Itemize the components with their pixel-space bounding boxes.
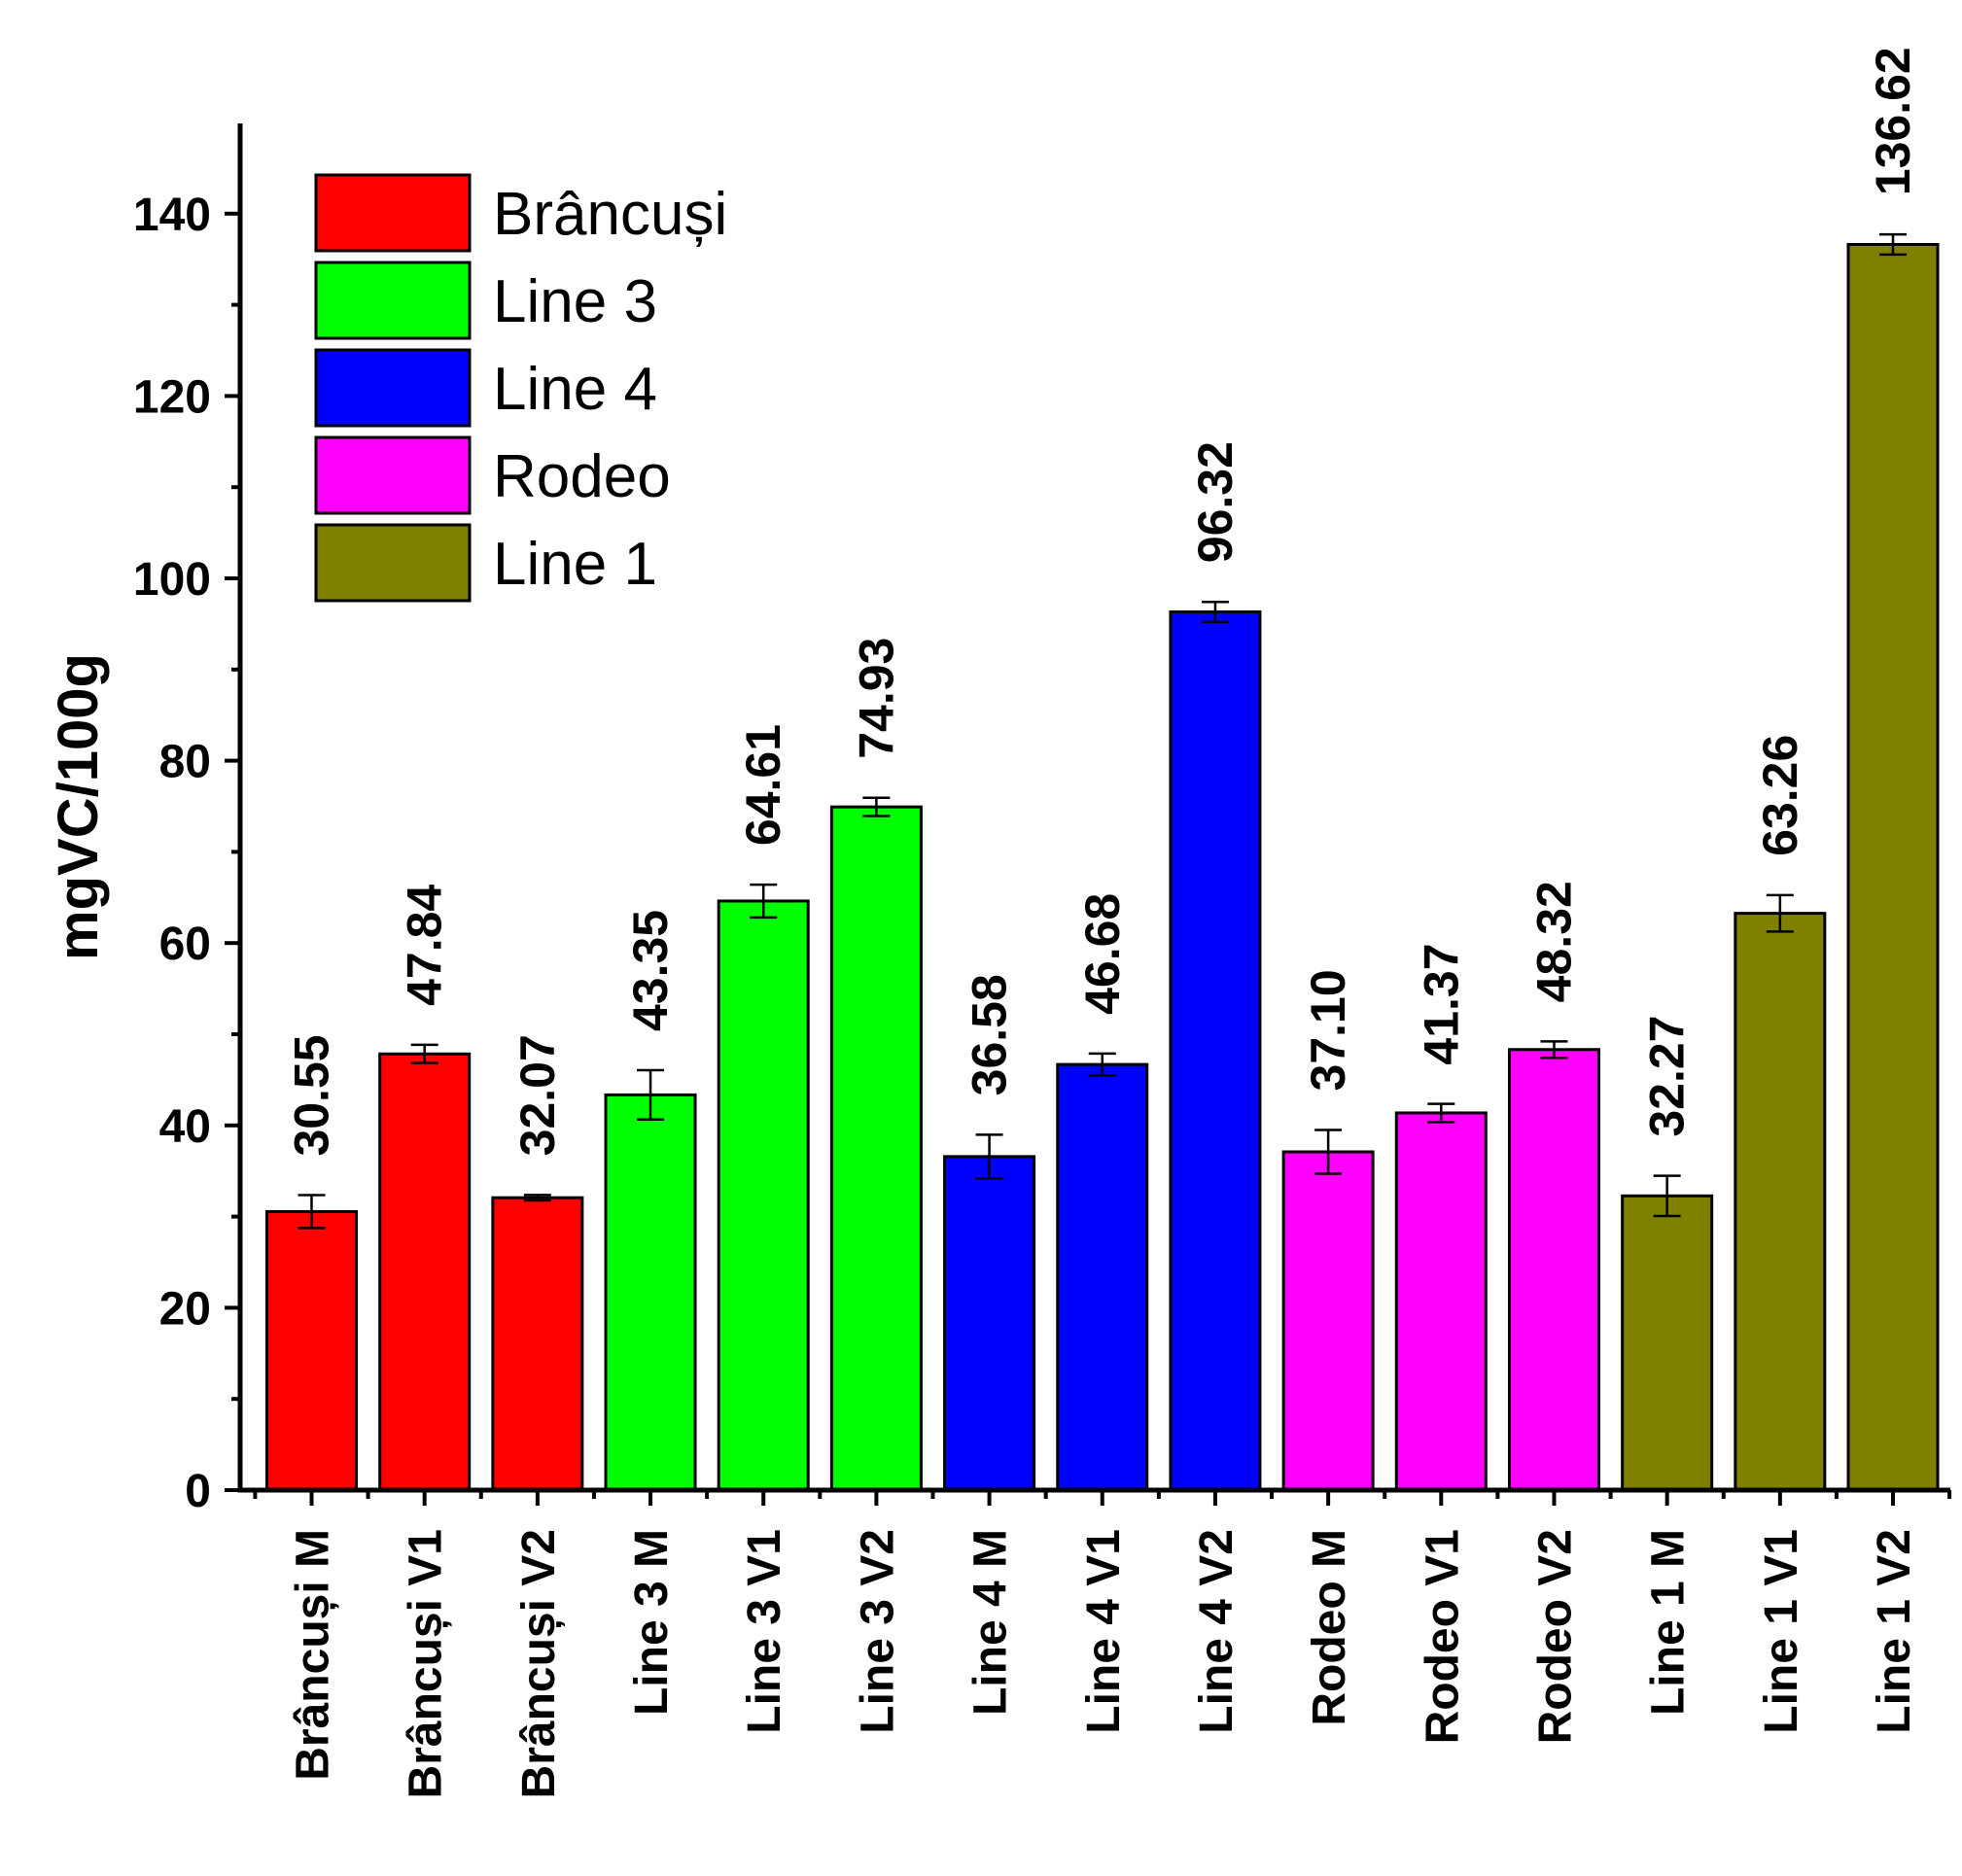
bar bbox=[1394, 1111, 1488, 1492]
value-label: 36.58 bbox=[963, 974, 1017, 1095]
x-category-label: Rodeo V1 bbox=[1417, 1529, 1468, 1744]
value-label: 64.61 bbox=[736, 724, 790, 846]
value-label: 30.55 bbox=[285, 1034, 339, 1156]
bar bbox=[829, 805, 923, 1492]
x-category-label: Brâncuși M bbox=[288, 1529, 339, 1781]
x-category-label: Line 1 M bbox=[1643, 1529, 1695, 1716]
legend-label: Brâncuși bbox=[493, 181, 727, 248]
legend-swatch bbox=[314, 435, 472, 515]
legend-label: Line 1 bbox=[493, 531, 657, 598]
bar bbox=[1281, 1150, 1375, 1492]
y-tick-label: 0 bbox=[185, 1466, 211, 1517]
legend-swatch bbox=[314, 261, 472, 340]
bar bbox=[1846, 243, 1940, 1492]
value-label: 74.93 bbox=[849, 638, 903, 759]
value-label: 48.32 bbox=[1526, 881, 1581, 1002]
value-label: 37.10 bbox=[1301, 969, 1355, 1091]
value-label: 47.84 bbox=[398, 885, 452, 1006]
bar bbox=[265, 1209, 358, 1492]
bar bbox=[1734, 912, 1827, 1492]
y-tick-label: 60 bbox=[159, 919, 211, 970]
value-label: 136.62 bbox=[1866, 47, 1920, 195]
x-category-label: Line 3 V2 bbox=[852, 1529, 903, 1734]
value-label: 41.37 bbox=[1414, 943, 1468, 1064]
x-category-label: Line 4 V1 bbox=[1078, 1529, 1130, 1734]
x-category-label: Line 3 M bbox=[626, 1529, 678, 1716]
y-tick-label: 40 bbox=[159, 1101, 211, 1153]
value-label: 63.26 bbox=[1753, 735, 1807, 856]
value-label: 46.68 bbox=[1075, 893, 1130, 1015]
y-tick-label: 100 bbox=[133, 554, 211, 606]
bar bbox=[491, 1196, 584, 1492]
bar bbox=[604, 1093, 697, 1492]
x-category-label: Rodeo V2 bbox=[1529, 1529, 1581, 1744]
x-category-label: Line 4 V2 bbox=[1191, 1529, 1243, 1734]
value-label: 96.32 bbox=[1188, 441, 1243, 563]
bar bbox=[717, 899, 810, 1492]
x-category-label: Line 3 V1 bbox=[739, 1529, 790, 1734]
value-label: 32.27 bbox=[1640, 1016, 1695, 1137]
x-category-label: Line 4 M bbox=[965, 1529, 1017, 1716]
x-category-label: Brâncuși V1 bbox=[401, 1529, 452, 1798]
bar bbox=[943, 1155, 1036, 1492]
y-tick-label: 80 bbox=[159, 737, 211, 788]
legend-swatch bbox=[314, 348, 472, 428]
x-category-label: Brâncuși V2 bbox=[513, 1529, 565, 1798]
y-tick-label: 20 bbox=[159, 1283, 211, 1335]
x-category-label: Line 1 V1 bbox=[1756, 1529, 1807, 1734]
x-category-label: Line 1 V2 bbox=[1869, 1529, 1920, 1734]
value-label: 32.07 bbox=[510, 1034, 565, 1156]
bar bbox=[1507, 1048, 1600, 1492]
bar bbox=[1169, 610, 1262, 1492]
bar bbox=[378, 1052, 472, 1492]
legend-label: Rodeo bbox=[493, 443, 671, 510]
y-tick-label: 140 bbox=[133, 190, 211, 241]
axes-layer: 0 20 40 60 80 100 120 140 Brâncuși M Brâncuși V1 B… bbox=[133, 123, 1952, 1798]
bars-layer: 30.55 47.84 32.07 43.35 64.61 74.93 36.58 46.68… bbox=[265, 47, 1940, 1492]
legend-swatch bbox=[314, 173, 472, 253]
bar bbox=[1056, 1062, 1149, 1492]
legend-label: Line 4 bbox=[493, 356, 657, 423]
bar bbox=[1621, 1194, 1714, 1492]
legend-label: Line 3 bbox=[493, 268, 657, 335]
y-tick-label: 120 bbox=[133, 371, 211, 423]
legend-swatch bbox=[314, 523, 472, 603]
x-category-label: Rodeo M bbox=[1304, 1529, 1355, 1726]
legend: Brâncuși Line 3 Line 4 Rodeo Line 1 bbox=[314, 173, 727, 603]
y-axis-title: mgVC/100g bbox=[47, 653, 110, 960]
value-label: 43.35 bbox=[623, 910, 678, 1031]
